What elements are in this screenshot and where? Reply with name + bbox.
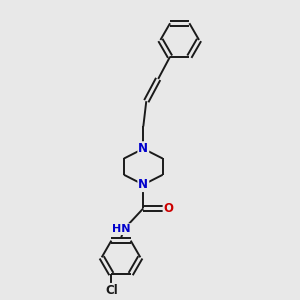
Text: N: N bbox=[138, 142, 148, 155]
Text: HN: HN bbox=[112, 224, 131, 234]
Text: O: O bbox=[164, 202, 174, 215]
Text: N: N bbox=[138, 178, 148, 191]
Text: Cl: Cl bbox=[105, 284, 118, 297]
